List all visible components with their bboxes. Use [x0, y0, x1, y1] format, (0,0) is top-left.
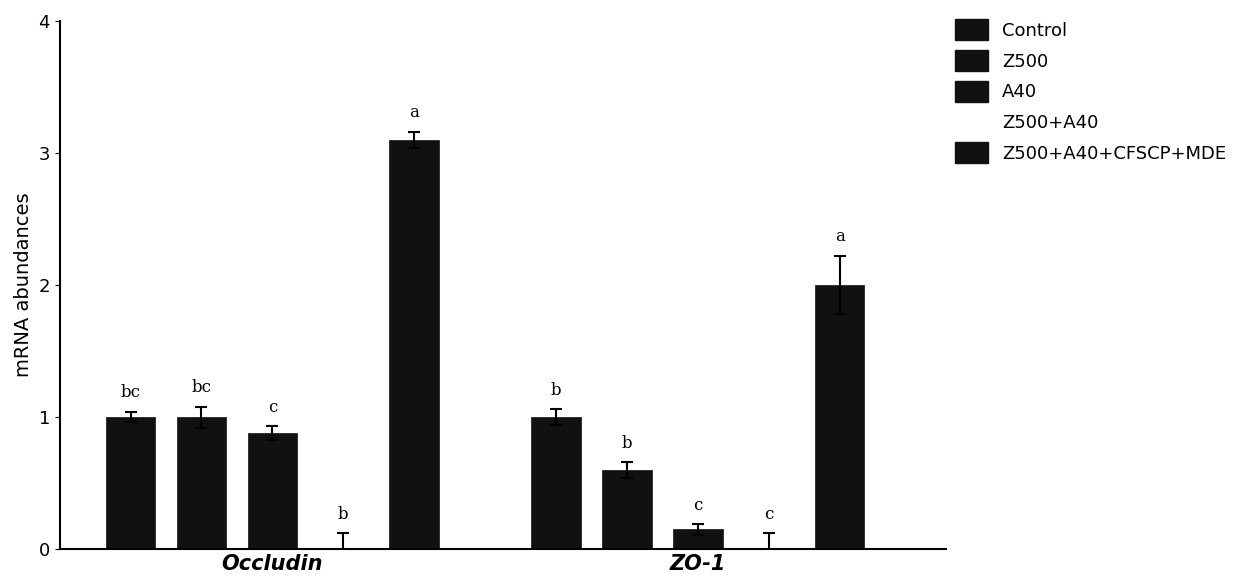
- Y-axis label: mRNA abundances: mRNA abundances: [14, 193, 33, 377]
- Legend: Control, Z500, A40, Z500+A40, Z500+A40+CFSCP+MDE: Control, Z500, A40, Z500+A40, Z500+A40+C…: [955, 19, 1226, 163]
- Text: c: c: [764, 506, 774, 523]
- Bar: [176, 417, 226, 549]
- Bar: [815, 285, 864, 549]
- Bar: [248, 433, 298, 549]
- Text: b: b: [551, 382, 562, 399]
- Bar: [673, 529, 723, 549]
- Text: c: c: [268, 399, 277, 416]
- Text: bc: bc: [191, 379, 212, 396]
- Text: b: b: [339, 506, 348, 523]
- Bar: [389, 140, 439, 549]
- Bar: [531, 417, 580, 549]
- Bar: [105, 417, 155, 549]
- Text: bc: bc: [120, 385, 140, 401]
- Text: a: a: [409, 104, 419, 121]
- Text: b: b: [621, 435, 632, 452]
- Bar: [603, 470, 652, 549]
- Text: a: a: [835, 229, 844, 245]
- Text: c: c: [693, 497, 703, 513]
